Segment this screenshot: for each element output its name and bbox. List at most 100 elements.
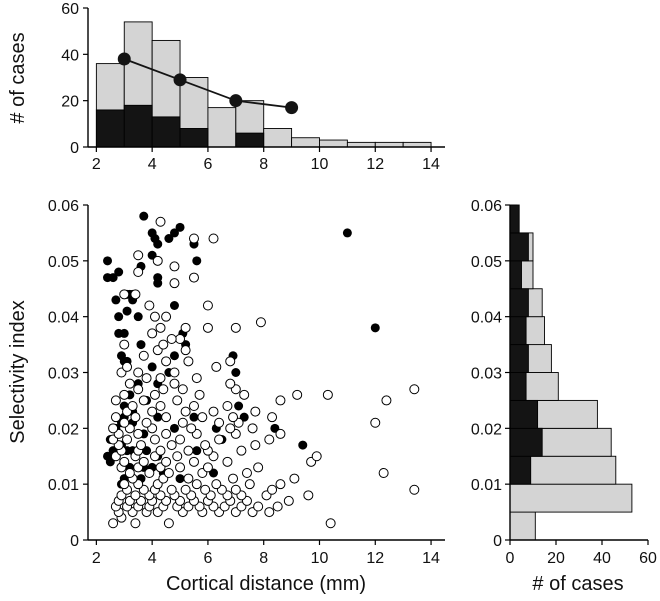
scatter-point-open bbox=[169, 278, 180, 289]
scatter-point-open bbox=[149, 311, 160, 322]
scatter-point-open bbox=[161, 428, 172, 439]
scatter-point-open bbox=[303, 490, 314, 501]
scatter-point-open bbox=[214, 434, 225, 445]
scatter-point-open bbox=[161, 412, 172, 423]
right-x-tick-label: 20 bbox=[547, 550, 565, 567]
right-x-axis-label: # of cases bbox=[532, 573, 623, 595]
scatter-y-tick-label: 0.03 bbox=[48, 366, 79, 383]
top-histogram: 2 4 6 8 10 12 14 0 20 40 60 # of cases bbox=[7, 1, 445, 173]
scatter-y-tick-label: 0 bbox=[70, 533, 79, 550]
scatter-point-open bbox=[110, 395, 121, 406]
scatter-point-open bbox=[130, 412, 141, 423]
scatter-point-open bbox=[166, 484, 177, 495]
scatter-point-open bbox=[138, 395, 149, 406]
scatter-point-filled bbox=[164, 234, 174, 243]
scatter-point-open bbox=[138, 350, 149, 361]
scatter-point-open bbox=[225, 378, 236, 389]
scatter-point-filled bbox=[169, 228, 179, 238]
scatter-point-filled bbox=[114, 312, 124, 322]
top-bar-filled bbox=[151, 116, 181, 148]
scatter-point-open bbox=[135, 440, 146, 451]
right-bar-filled bbox=[509, 288, 529, 318]
scatter-y-tick-label: 0.01 bbox=[48, 477, 79, 494]
scatter-point-open bbox=[283, 495, 294, 506]
scatter-point-open bbox=[200, 440, 211, 451]
right-x-tick-label: 40 bbox=[593, 550, 611, 567]
scatter-point-open bbox=[175, 334, 186, 344]
scatter-point-open bbox=[264, 434, 275, 445]
scatter-point-open bbox=[381, 395, 392, 406]
scatter-point-open bbox=[119, 289, 130, 300]
scatter-point-open bbox=[208, 406, 219, 417]
scatter-point-open bbox=[177, 417, 188, 428]
scatter-point-open bbox=[222, 456, 233, 467]
scatter-point-open bbox=[130, 490, 141, 501]
scatter-point-open bbox=[163, 468, 174, 478]
right-bar-filled bbox=[509, 455, 532, 485]
scatter-point-open bbox=[202, 462, 213, 473]
top-y-tick-label: 0 bbox=[70, 140, 79, 157]
scatter-point-open bbox=[166, 334, 177, 344]
scatter-point-open bbox=[247, 423, 258, 434]
right-bar-filled bbox=[509, 204, 520, 234]
scatter-point-open bbox=[161, 456, 172, 467]
top-y-tick-label: 20 bbox=[61, 94, 79, 111]
scatter-point-filled bbox=[192, 446, 202, 456]
scatter-point-open bbox=[149, 389, 160, 400]
scatter-point-open bbox=[169, 261, 180, 272]
top-mean-point bbox=[117, 52, 131, 66]
scatter-point-open bbox=[119, 417, 130, 428]
scatter-point-open bbox=[186, 423, 197, 434]
scatter-point-open bbox=[241, 468, 252, 478]
scatter-point-open bbox=[133, 267, 144, 277]
scatter-point-open bbox=[133, 384, 144, 395]
scatter-x-tick-label: 4 bbox=[148, 550, 157, 567]
scatter-point-open bbox=[253, 462, 264, 473]
scatter-y-tick-label: 0.06 bbox=[48, 198, 79, 215]
top-mean-point bbox=[229, 94, 243, 108]
scatter-point-open bbox=[255, 317, 266, 328]
scatter-point-open bbox=[325, 518, 336, 529]
top-mean-point bbox=[285, 101, 299, 115]
right-y-tick-label: 0.03 bbox=[471, 366, 502, 383]
top-bar-filled bbox=[95, 109, 125, 148]
scatter-point-open bbox=[214, 417, 225, 428]
scatter-point-open bbox=[222, 401, 233, 411]
scatter-point-open bbox=[194, 389, 205, 400]
scatter-point-open bbox=[155, 216, 166, 227]
scatter-point-open bbox=[158, 339, 169, 350]
scatter-point-open bbox=[236, 445, 247, 456]
scatter-point-open bbox=[202, 300, 213, 311]
scatter-point-open bbox=[124, 468, 135, 478]
scatter-point-open bbox=[122, 434, 133, 445]
scatter-point-open bbox=[108, 518, 119, 529]
scatter-point-open bbox=[163, 518, 174, 529]
scatter-point-open bbox=[211, 361, 222, 372]
scatter-point-open bbox=[250, 440, 261, 451]
scatter-x-tick-label: 14 bbox=[422, 550, 440, 567]
scatter-point-open bbox=[133, 428, 144, 439]
right-x-tick-label: 60 bbox=[639, 550, 657, 567]
top-x-tick-label: 10 bbox=[311, 156, 329, 173]
right-y-tick-label: 0.04 bbox=[471, 310, 502, 327]
scatter-point-filled bbox=[103, 256, 113, 266]
top-x-tick-label: 12 bbox=[366, 156, 384, 173]
scatter-point-open bbox=[230, 322, 241, 333]
scatter-point-open bbox=[180, 484, 191, 495]
scatter-point-filled bbox=[370, 323, 380, 333]
scatter-point-filled bbox=[234, 401, 244, 411]
scatter-point-open bbox=[191, 479, 202, 490]
scatter-point-filled bbox=[150, 234, 160, 243]
right-bar-filled bbox=[509, 232, 529, 262]
right-y-tick-label: 0 bbox=[493, 533, 502, 550]
scatter-point-open bbox=[322, 389, 333, 400]
scatter-point-filled bbox=[192, 256, 202, 266]
scatter-point-filled bbox=[103, 273, 113, 283]
scatter-point-filled bbox=[342, 228, 352, 238]
scatter-point-open bbox=[191, 373, 202, 384]
scatter-x-tick-label: 2 bbox=[92, 550, 101, 567]
scatter-point-open bbox=[169, 367, 180, 378]
right-bar-filled bbox=[509, 260, 522, 290]
scatter-point-open bbox=[275, 428, 286, 439]
